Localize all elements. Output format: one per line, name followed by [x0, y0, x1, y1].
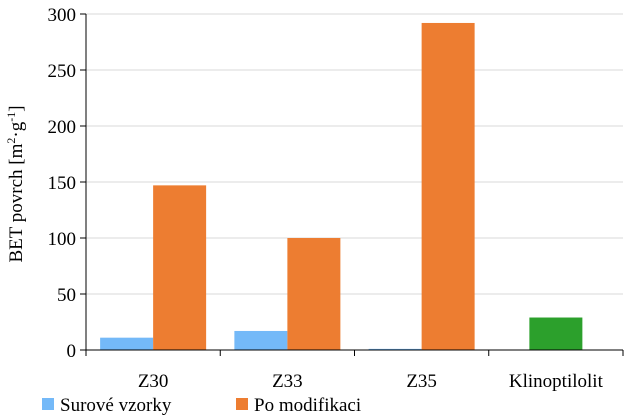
category-label-klinoptilolit: Klinoptilolit — [509, 371, 604, 392]
y-tick-labels: 0 50 100 150 200 250 300 — [48, 5, 86, 362]
legend-label: Surové vzorky — [60, 395, 172, 416]
y-tick-label: 300 — [48, 5, 77, 26]
bar-surové-vzorky-z35 — [368, 348, 422, 350]
bar-surové-vzorky-z30 — [100, 337, 154, 350]
category-labels: Z30 Z33 Z35 Klinoptilolit — [138, 371, 604, 392]
y-tick-label: 150 — [48, 173, 77, 194]
bars — [100, 22, 583, 351]
bar-po-modifikaci-z33 — [287, 238, 341, 350]
bar-surové-vzorky-z33 — [234, 330, 288, 350]
y-tick-label: 250 — [48, 61, 77, 82]
y-tick-label: 100 — [48, 229, 77, 250]
bar-po-modifikaci-z35 — [421, 22, 475, 351]
legend-swatch-surové-vzorky — [42, 398, 54, 410]
y-axis-title: BET povrch [m2·g-1] — [4, 105, 27, 262]
bar-po-modifikaci-z30 — [153, 185, 207, 350]
legend-swatch-po-modifikaci — [236, 398, 248, 410]
category-label-z33: Z33 — [272, 371, 303, 392]
bar-klinoptilolit — [529, 317, 583, 350]
y-tick-label: 200 — [48, 117, 77, 138]
category-label-z35: Z35 — [406, 371, 437, 392]
y-tick-label: 50 — [57, 285, 76, 306]
category-label-z30: Z30 — [138, 371, 169, 392]
legend: Surové vzorky Po modifikaci — [42, 395, 361, 416]
y-tick-label: 0 — [67, 341, 77, 362]
legend-label: Po modifikaci — [254, 395, 361, 416]
